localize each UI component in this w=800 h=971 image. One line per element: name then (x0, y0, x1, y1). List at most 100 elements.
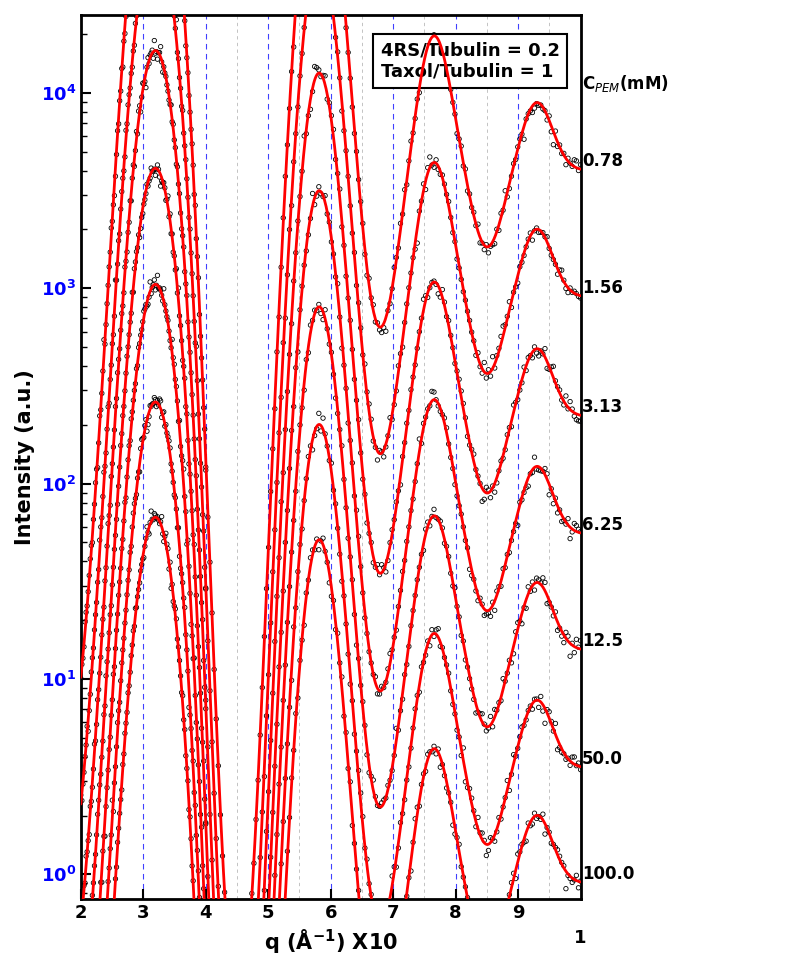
Point (350, 637, 363, 653)
Point (574, 290, 587, 306)
Point (422, 747, 434, 762)
Point (348, 607, 361, 622)
Point (296, 632, 309, 648)
Point (125, 66, 138, 82)
Point (165, 340, 178, 355)
Point (279, 895, 292, 911)
Point (426, 275, 438, 290)
Point (450, 488, 463, 504)
Point (162, 313, 174, 328)
Point (350, 744, 363, 759)
Point (446, 461, 459, 477)
Point (281, 615, 294, 630)
Point (413, 798, 426, 814)
Point (199, 701, 212, 717)
Point (144, 515, 157, 530)
Point (574, 414, 587, 429)
Point (518, 248, 530, 263)
Point (434, 514, 446, 529)
Point (264, 850, 277, 865)
Point (379, 790, 392, 806)
Point (528, 583, 541, 598)
Point (340, 143, 353, 158)
Point (150, 278, 163, 293)
Point (344, 550, 357, 565)
Point (400, 888, 413, 904)
Point (358, 486, 371, 502)
Point (530, 570, 543, 586)
Point (306, 313, 319, 328)
Point (110, 859, 123, 875)
Point (130, 361, 143, 377)
Point (83, 942, 96, 957)
Point (362, 644, 375, 659)
Point (422, 515, 434, 530)
Point (169, 372, 182, 387)
Point (442, 786, 455, 801)
Point (298, 19, 310, 35)
Point (134, 230, 146, 246)
Point (486, 237, 499, 252)
Point (151, 51, 164, 67)
Point (474, 359, 486, 375)
Point (419, 182, 432, 197)
Point (155, 410, 168, 425)
Point (89, 956, 102, 971)
Point (114, 806, 126, 821)
Point (294, 537, 306, 552)
Point (438, 177, 451, 192)
Point (542, 704, 555, 720)
Text: 100.0: 100.0 (582, 865, 634, 883)
Point (190, 587, 202, 603)
Point (498, 442, 511, 457)
Point (411, 91, 424, 107)
Point (559, 388, 572, 404)
Point (181, 760, 194, 776)
Point (119, 9, 132, 24)
Point (554, 262, 566, 278)
Point (142, 289, 155, 305)
Point (409, 811, 422, 826)
Point (203, 554, 216, 570)
Point (186, 527, 199, 543)
Point (317, 530, 330, 546)
Point (362, 765, 375, 781)
Point (400, 416, 413, 431)
Point (270, 944, 283, 959)
Point (490, 824, 503, 840)
Point (192, 406, 205, 421)
Point (164, 97, 177, 113)
Point (182, 210, 195, 225)
Point (115, 541, 128, 556)
Point (392, 942, 405, 957)
Point (459, 774, 472, 789)
Point (117, 59, 130, 75)
Point (102, 641, 114, 656)
Point (186, 503, 198, 519)
Point (562, 285, 574, 300)
Point (568, 409, 581, 424)
Point (185, 720, 198, 736)
Point (478, 354, 490, 370)
Point (98, 828, 111, 844)
Point (279, 311, 292, 326)
Point (494, 579, 507, 594)
Point (340, 268, 353, 284)
Point (357, 586, 370, 601)
Point (262, 784, 275, 799)
Point (159, 417, 172, 432)
Point (498, 674, 511, 689)
Point (171, 631, 184, 647)
Point (537, 225, 550, 241)
Point (195, 480, 208, 495)
Point (572, 755, 585, 771)
Point (515, 254, 528, 270)
Point (384, 410, 397, 425)
Point (562, 401, 574, 417)
Point (142, 417, 154, 432)
Point (138, 430, 150, 446)
Point (82, 723, 94, 739)
Point (510, 516, 522, 531)
Point (136, 430, 149, 446)
Point (167, 5, 180, 20)
